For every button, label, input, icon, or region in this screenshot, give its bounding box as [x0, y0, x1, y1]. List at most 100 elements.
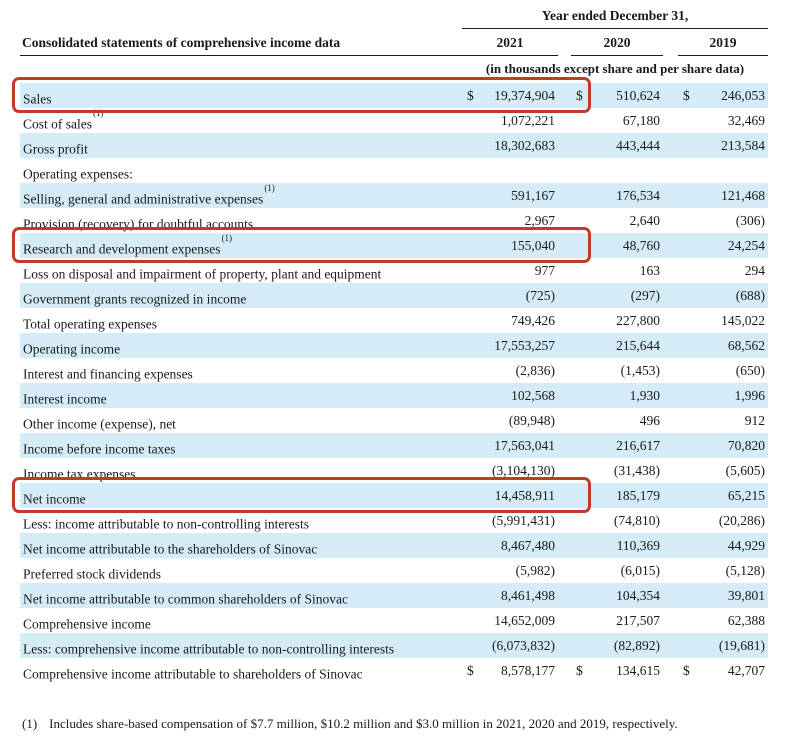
- cell-2021: (5,991,431): [462, 508, 558, 537]
- cell-2019: 121,468: [678, 183, 768, 212]
- row-label-text: Less: income attributable to non-control…: [23, 516, 310, 532]
- row-label-text: Comprehensive income: [23, 616, 151, 632]
- row-label: Interest and financing expenses: [20, 358, 462, 387]
- column-gap: [663, 658, 678, 687]
- table-row: Government grants recognized in income (…: [20, 283, 768, 308]
- value-2020: (74,810): [613, 513, 660, 528]
- period-heading: Year ended December 31,: [462, 8, 768, 29]
- cell-2019: (5,605): [678, 458, 768, 487]
- cell-2020: (31,438): [571, 458, 663, 487]
- value-2021: 155,040: [511, 238, 555, 253]
- year-column-2020: 2020: [571, 29, 663, 56]
- cell-2020: 67,180: [571, 108, 663, 137]
- footnote-reference: (1): [221, 233, 233, 243]
- table-row: Gross profit 18,302,683 443,444 213,584: [20, 133, 768, 158]
- footnote-text: Includes share-based compensation of $7.…: [49, 716, 678, 731]
- value-2019: 246,053: [721, 88, 765, 103]
- value-2019: 1,996: [734, 388, 765, 403]
- cell-2020: 443,444: [571, 133, 663, 162]
- cell-2019: 62,388: [678, 608, 768, 637]
- cell-2020: (82,892): [571, 633, 663, 662]
- cell-2020: 217,507: [571, 608, 663, 637]
- value-2021: (5,982): [515, 563, 555, 578]
- cell-2020: 227,800: [571, 308, 663, 337]
- table-row: Less: comprehensive income attributable …: [20, 633, 768, 658]
- row-label-text: Net income attributable to the sharehold…: [23, 541, 318, 557]
- cell-2021: 18,302,683: [462, 133, 558, 162]
- row-label-text: Cost of sales: [23, 116, 92, 132]
- row-label-text: Loss on disposal and impairment of prope…: [23, 266, 382, 282]
- value-2020: 443,444: [616, 138, 660, 153]
- value-2021: (89,948): [508, 413, 555, 428]
- value-2019: (650): [735, 363, 765, 378]
- row-label: Research and development expenses(1): [20, 233, 462, 262]
- row-label-text: Net income: [23, 491, 86, 507]
- value-2019: 121,468: [721, 188, 765, 203]
- value-2019: 24,254: [727, 238, 765, 253]
- cell-2020: (74,810): [571, 508, 663, 537]
- cell-2019: $246,053: [678, 83, 768, 112]
- table-row: Comprehensive income attributable to sha…: [20, 658, 768, 683]
- value-2019: 213,584: [721, 138, 765, 153]
- units-note-row: (in thousands except share and per share…: [20, 56, 768, 77]
- row-label-text: Sales: [23, 91, 52, 107]
- table-row: Operating expenses:: [20, 158, 768, 183]
- value-2020: 185,179: [616, 488, 660, 503]
- value-2019: (20,286): [718, 513, 765, 528]
- cell-2019: 294: [678, 258, 768, 287]
- cell-2019: 912: [678, 408, 768, 437]
- cell-2019: 32,469: [678, 108, 768, 137]
- cell-2020: 110,369: [571, 533, 663, 562]
- row-label: Operating expenses:: [20, 158, 462, 187]
- cell-2019: $42,707: [678, 658, 768, 687]
- value-2019: 42,707: [727, 663, 765, 678]
- row-label: Selling, general and administrative expe…: [20, 183, 462, 212]
- value-2021: 18,302,683: [494, 138, 555, 153]
- row-label-text: Interest income: [23, 391, 107, 407]
- cell-2019: (650): [678, 358, 768, 387]
- row-label-text: Interest and financing expenses: [23, 366, 193, 382]
- row-label: Total operating expenses: [20, 308, 462, 337]
- header-spacer: [20, 56, 462, 77]
- footnote-marker: (1): [22, 716, 38, 731]
- cell-2020: 1,930: [571, 383, 663, 412]
- cell-2021: $19,374,904: [462, 83, 558, 112]
- cell-2020: $510,624: [571, 83, 663, 112]
- row-label-text: Government grants recognized in income: [23, 291, 247, 307]
- cell-2020: 215,644: [571, 333, 663, 362]
- value-2020: 48,760: [622, 238, 660, 253]
- cell-2020: (6,015): [571, 558, 663, 587]
- value-2020: 104,354: [616, 588, 660, 603]
- row-label-text: Preferred stock dividends: [23, 566, 161, 582]
- table-row: Cost of sales(1) 1,072,221 67,180 32,469: [20, 108, 768, 133]
- value-2021: 8,461,498: [501, 588, 555, 603]
- value-2019: (306): [735, 213, 765, 228]
- dollar-sign: $: [467, 88, 474, 103]
- value-2021: 19,374,904: [494, 88, 555, 103]
- table-row: Total operating expenses 749,426 227,800…: [20, 308, 768, 333]
- row-label-text: Other income (expense), net: [23, 416, 176, 432]
- footnote-reference: (1): [93, 108, 104, 118]
- header-spacer: [20, 8, 462, 29]
- value-2021: 17,563,041: [494, 438, 555, 453]
- value-2021: 2,967: [524, 213, 555, 228]
- cell-2021: (3,104,130): [462, 458, 558, 487]
- cell-2019: 70,820: [678, 433, 768, 462]
- year-column-2019: 2019: [678, 29, 768, 56]
- row-label: Operating income: [20, 333, 462, 362]
- table-row: Income tax expenses (3,104,130) (31,438)…: [20, 458, 768, 483]
- cell-2020: 216,617: [571, 433, 663, 462]
- value-2019: (5,605): [725, 463, 765, 478]
- cell-2020: 48,760: [571, 233, 663, 262]
- row-label-text: Total operating expenses: [23, 316, 158, 332]
- cell-2021: 8,461,498: [462, 583, 558, 612]
- value-2020: 110,369: [616, 538, 660, 553]
- row-label-text: Provision (recovery) for doubtful accoun…: [23, 216, 254, 232]
- value-2020: 215,644: [616, 338, 660, 353]
- cell-2021: 102,568: [462, 383, 558, 412]
- value-2020: (82,892): [613, 638, 660, 653]
- table-row: Interest and financing expenses (2,836) …: [20, 358, 768, 383]
- value-2021: (6,073,832): [492, 638, 555, 653]
- column-gap: [558, 658, 571, 687]
- period-heading-row: Year ended December 31,: [20, 0, 768, 29]
